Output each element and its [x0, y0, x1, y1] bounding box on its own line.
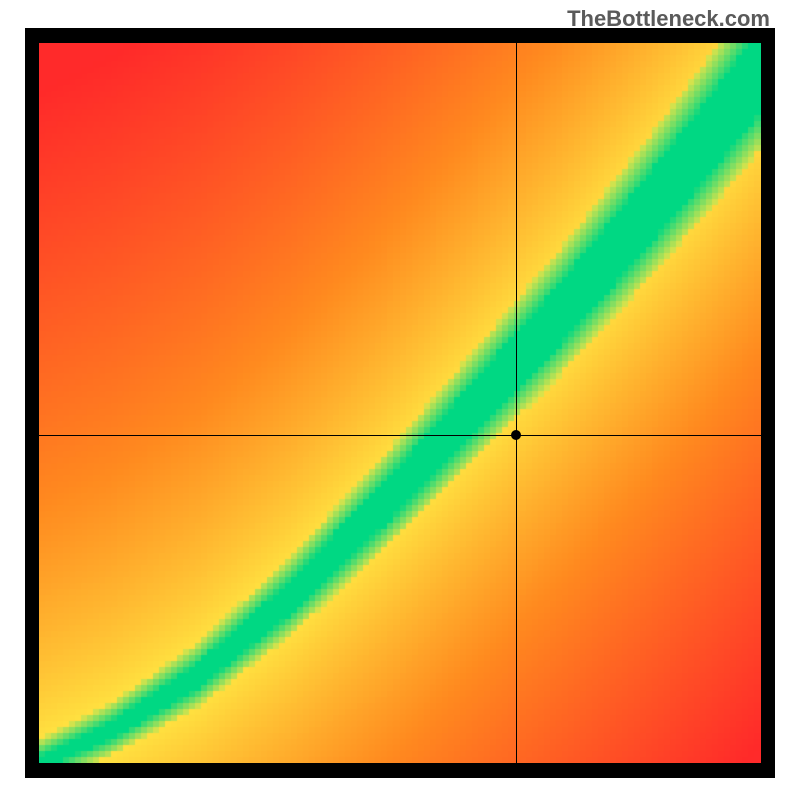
watermark-text: TheBottleneck.com — [567, 6, 770, 32]
chart-frame — [25, 28, 775, 778]
crosshair-vertical — [516, 43, 517, 763]
heatmap-canvas — [39, 43, 761, 763]
crosshair-horizontal — [39, 435, 761, 436]
marker-dot — [511, 430, 521, 440]
heatmap-area — [39, 43, 761, 763]
